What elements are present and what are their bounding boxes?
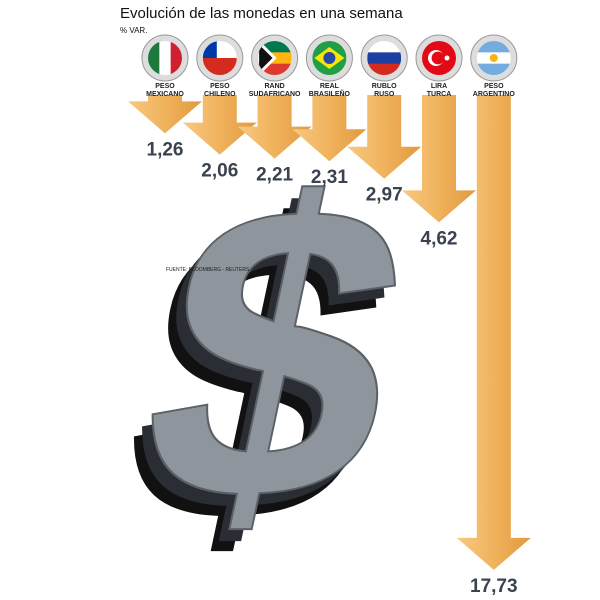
value-label: 2,06	[201, 161, 238, 182]
arrow	[128, 95, 202, 134]
arrow	[456, 95, 531, 570]
category-label: PESO MEXICANO	[146, 83, 184, 98]
stripe	[202, 58, 237, 75]
value-label: 2,97	[366, 185, 403, 206]
stripe	[159, 41, 172, 75]
arrow	[237, 95, 312, 159]
chart-subtitle: % VAR.	[120, 26, 147, 35]
stripe	[476, 63, 511, 75]
stripe	[367, 52, 402, 65]
value-label: 17,73	[470, 576, 518, 597]
arrow	[292, 95, 367, 162]
stripe	[476, 41, 511, 54]
arrow	[182, 95, 257, 155]
arrow	[402, 95, 476, 223]
sun	[489, 54, 498, 62]
flag	[476, 41, 511, 75]
value-label: 1,26	[147, 139, 184, 160]
value-label: 4,62	[421, 228, 458, 249]
category-label: LIRA TURCA	[426, 83, 452, 98]
chevron	[257, 41, 277, 75]
star	[444, 55, 450, 61]
moon-cut	[431, 51, 445, 65]
chart-title: Evolución de las monedas en una semana	[120, 5, 403, 22]
dollar-sign: $ $ $	[92, 118, 445, 600]
stripe	[257, 63, 292, 75]
globe	[323, 52, 336, 64]
flag	[148, 41, 182, 75]
category-label: RUBLO RUSO	[371, 83, 397, 98]
category-label: PESO ARGENTINO	[472, 83, 515, 98]
arrow	[347, 95, 422, 179]
flag	[367, 41, 402, 75]
stripe	[367, 63, 402, 75]
stripe	[148, 41, 161, 75]
flag	[257, 41, 292, 75]
flag	[312, 41, 347, 75]
category-label: PESO CHILENO	[204, 83, 236, 98]
category-label: RAND SUDAFRICANO	[248, 83, 301, 98]
stripe	[367, 41, 402, 54]
source: FUENTE: BLOOMBERG - REUTERS	[166, 267, 250, 273]
value-label: 2,21	[256, 165, 293, 186]
value-label: 2,31	[311, 167, 348, 188]
category-label: REAL BRASILEÑO	[308, 83, 351, 98]
stripe	[170, 41, 182, 75]
flag	[422, 41, 456, 75]
